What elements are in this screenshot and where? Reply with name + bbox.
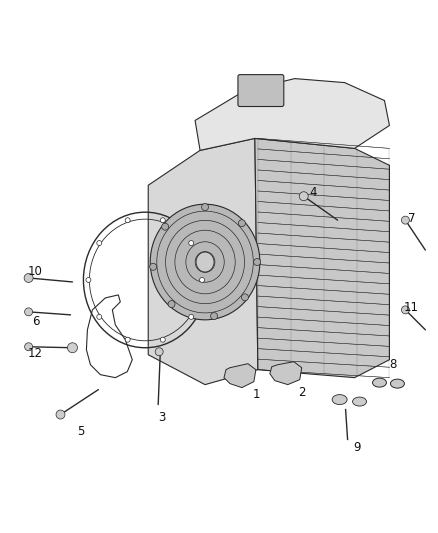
- Circle shape: [162, 223, 169, 230]
- Text: 10: 10: [28, 265, 43, 278]
- Circle shape: [299, 192, 308, 201]
- Text: 9: 9: [353, 441, 360, 454]
- Circle shape: [155, 348, 163, 356]
- Polygon shape: [148, 139, 258, 385]
- Text: 2: 2: [298, 386, 305, 399]
- Circle shape: [241, 294, 248, 301]
- Polygon shape: [224, 364, 256, 387]
- Circle shape: [150, 263, 157, 270]
- Circle shape: [189, 314, 194, 319]
- Circle shape: [401, 216, 410, 224]
- Ellipse shape: [353, 397, 367, 406]
- Circle shape: [200, 278, 205, 282]
- Polygon shape: [255, 139, 389, 378]
- FancyBboxPatch shape: [238, 75, 284, 107]
- Circle shape: [168, 301, 175, 308]
- Polygon shape: [195, 78, 389, 150]
- Text: 6: 6: [32, 316, 39, 328]
- Text: 4: 4: [309, 185, 316, 199]
- Circle shape: [401, 306, 410, 314]
- Circle shape: [254, 259, 261, 265]
- Ellipse shape: [390, 379, 404, 388]
- Text: 7: 7: [408, 212, 415, 224]
- Circle shape: [211, 313, 218, 320]
- Circle shape: [97, 240, 102, 246]
- Circle shape: [25, 308, 32, 316]
- Circle shape: [86, 278, 91, 282]
- Circle shape: [160, 218, 165, 223]
- Circle shape: [125, 337, 130, 342]
- Circle shape: [24, 273, 33, 282]
- Circle shape: [25, 343, 32, 351]
- Ellipse shape: [196, 252, 214, 272]
- Circle shape: [160, 337, 165, 342]
- Polygon shape: [270, 362, 302, 385]
- Ellipse shape: [150, 204, 260, 320]
- Circle shape: [67, 343, 78, 353]
- Text: 5: 5: [77, 425, 84, 438]
- Ellipse shape: [332, 394, 347, 405]
- Text: 3: 3: [159, 411, 166, 424]
- Circle shape: [125, 218, 130, 223]
- Circle shape: [201, 204, 208, 211]
- Text: 12: 12: [28, 347, 43, 360]
- Ellipse shape: [372, 378, 386, 387]
- Circle shape: [56, 410, 65, 419]
- Circle shape: [238, 220, 245, 227]
- Circle shape: [97, 314, 102, 319]
- Text: 1: 1: [253, 388, 261, 401]
- Text: 8: 8: [389, 358, 396, 371]
- Text: 11: 11: [404, 301, 419, 314]
- Circle shape: [189, 240, 194, 246]
